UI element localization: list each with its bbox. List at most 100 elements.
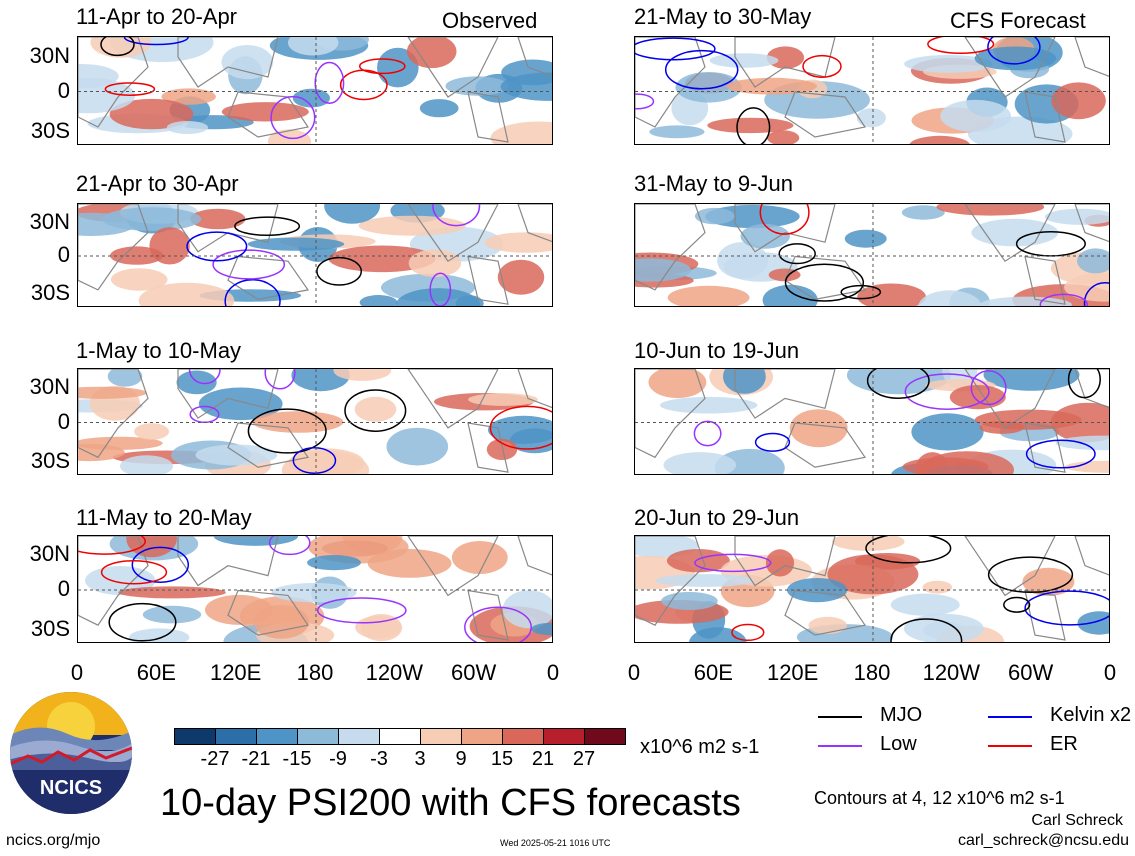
contour xyxy=(802,54,842,78)
legend-label: Kelvin x2 xyxy=(1050,704,1132,726)
coastline xyxy=(1024,91,1066,143)
coastline xyxy=(78,369,149,459)
shading-blob xyxy=(247,237,345,251)
shading-blob xyxy=(502,590,552,629)
shading-blob xyxy=(500,72,552,101)
contour xyxy=(778,243,816,265)
legend-line-kelvin-x2 xyxy=(988,716,1032,718)
contour xyxy=(904,373,990,410)
shading-blob xyxy=(78,386,147,399)
field-map xyxy=(78,536,552,642)
contour xyxy=(866,369,930,399)
coastline xyxy=(407,37,499,98)
coastline xyxy=(227,422,310,468)
shading-blob xyxy=(292,88,330,108)
shading-blob xyxy=(138,282,235,306)
observed-label: Observed xyxy=(442,8,538,33)
coastline xyxy=(784,589,867,636)
shading-blob xyxy=(307,555,361,571)
map-panel-forecast-3 xyxy=(634,368,1110,475)
contour xyxy=(212,249,286,280)
colorbar-swatch xyxy=(461,728,503,745)
contour xyxy=(1024,590,1109,626)
shading-blob xyxy=(110,268,168,291)
map-panel-observed-1 xyxy=(77,36,553,145)
coastline xyxy=(964,37,1056,98)
shading-blob xyxy=(109,98,194,130)
shading-blob xyxy=(983,369,1080,391)
shading-blob xyxy=(530,622,552,636)
contour xyxy=(123,37,189,46)
shading-blob xyxy=(1064,273,1109,302)
x-tick-label: 180 xyxy=(853,660,891,685)
panel-title-obs-1: 11-Apr to 20-Apr xyxy=(76,4,238,29)
coastline xyxy=(177,369,279,419)
coastline xyxy=(1074,204,1109,243)
contour xyxy=(754,432,791,452)
svg-text:NCICS: NCICS xyxy=(40,777,102,799)
shading-blob xyxy=(142,605,202,624)
contour xyxy=(987,37,1041,65)
field-map xyxy=(635,369,1109,474)
x-tick-label: 120E xyxy=(209,660,262,685)
map-panel-observed-2 xyxy=(77,203,553,307)
contour xyxy=(247,408,327,454)
coastline xyxy=(1024,589,1066,641)
shading-blob xyxy=(922,580,953,594)
site-link[interactable]: ncics.org/mjo xyxy=(6,832,101,849)
coastline xyxy=(78,536,149,626)
coastline xyxy=(635,37,706,128)
x-tick-label: 0 xyxy=(70,660,84,685)
coastline xyxy=(784,422,867,468)
contour xyxy=(1003,596,1031,613)
contour xyxy=(1067,369,1101,399)
contour xyxy=(100,37,135,57)
contour xyxy=(635,93,655,110)
shading-blob xyxy=(709,53,779,68)
contour xyxy=(664,49,739,90)
shading-blob xyxy=(118,586,226,599)
x-tick-label: 0 xyxy=(627,660,641,685)
shading-blob xyxy=(974,46,1057,71)
coastline xyxy=(964,204,1056,263)
contour xyxy=(970,370,1007,406)
colorbar-swatch xyxy=(420,728,462,745)
contour xyxy=(316,597,407,624)
shading-blob xyxy=(765,549,795,577)
shading-blob xyxy=(707,117,794,134)
y-tick-label: 30S xyxy=(30,448,70,474)
contour xyxy=(635,37,716,61)
shading-blob xyxy=(901,205,945,220)
shading-blob xyxy=(221,45,274,80)
shading-blob xyxy=(890,593,960,616)
shading-blob xyxy=(949,385,1006,410)
shading-blob xyxy=(911,413,984,451)
contour xyxy=(78,536,146,555)
shading-blob xyxy=(857,283,926,306)
contour xyxy=(432,204,481,227)
shading-blob xyxy=(198,387,283,421)
coastline xyxy=(517,204,552,243)
shading-blob xyxy=(484,232,552,253)
email[interactable]: carl_schreck@ncsu.edu xyxy=(958,832,1129,849)
coastline xyxy=(407,204,499,263)
coastline xyxy=(635,369,706,459)
shading-blob xyxy=(740,223,790,249)
contour xyxy=(987,556,1074,594)
shading-blob xyxy=(808,616,847,634)
coastline xyxy=(407,536,499,597)
coastline xyxy=(227,589,310,636)
contour xyxy=(108,602,177,642)
coastline xyxy=(784,255,867,301)
legend-label: Low xyxy=(880,733,917,755)
colorbar-label: -27 xyxy=(200,748,230,770)
colorbar-swatch xyxy=(379,728,421,745)
ncics-logo: NCICS xyxy=(8,690,134,816)
shading-blob xyxy=(762,284,818,306)
x-tick-label: 60W xyxy=(451,660,497,685)
coastline xyxy=(467,255,509,305)
x-tick-label: 120E xyxy=(766,660,819,685)
shading-blob xyxy=(176,370,217,395)
colorbar-label: 21 xyxy=(531,748,555,770)
contour xyxy=(270,95,316,140)
